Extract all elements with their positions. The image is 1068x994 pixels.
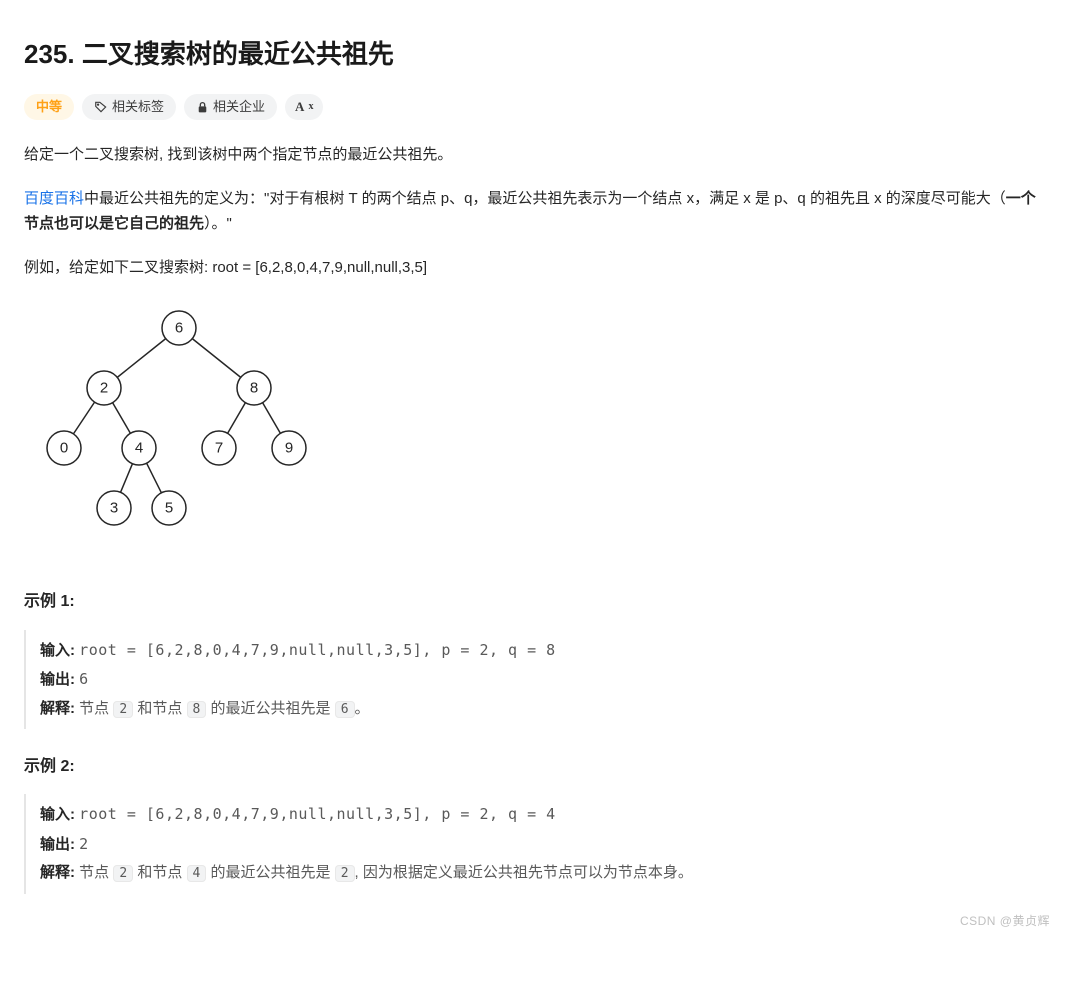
tag-icon [94,100,108,114]
lock-icon [196,101,209,114]
ex2-code-b: 4 [187,865,207,882]
svg-text:4: 4 [135,440,143,457]
tree-svg: 6 2 8 0 4 7 9 3 5 [24,298,324,538]
description-3: 例如，给定如下二叉搜索树: root = [6,2,8,0,4,7,9,null… [24,255,1044,281]
example2-block: 输入: root = [6,2,8,0,4,7,9,null,null,3,5]… [24,794,1044,894]
ex1-explain-line: 解释: 节点 2 和节点 8 的最近公共祖先是 6。 [40,695,1044,724]
ex1-input-value: root = [6,2,8,0,4,7,9,null,null,3,5], p … [79,641,556,659]
ex2-explain-label: 解释: [40,864,79,881]
def-pre: 中最近公共祖先的定义为："对于有根树 T 的两个结点 p、q，最近公共祖先表示为… [84,190,1006,207]
ex2-output-label: 输出: [40,836,79,853]
example2-title: 示例 2: [24,753,1044,780]
ex1-explain-post1: 的最近公共祖先是 [206,700,334,717]
ex1-output-label: 输出: [40,671,79,688]
svg-text:7: 7 [215,440,223,457]
companies-label: 相关企业 [213,98,265,116]
ex1-explain-mid: 和节点 [133,700,186,717]
tags-label: 相关标签 [112,98,164,116]
ex2-explain-pre: 节点 [79,864,113,881]
ex1-output-line: 输出: 6 [40,665,1044,695]
ex1-input-line: 输入: root = [6,2,8,0,4,7,9,null,null,3,5]… [40,636,1044,666]
ex2-explain-mid: 和节点 [133,864,186,881]
ex1-code-c: 6 [335,701,355,718]
ax-chip[interactable]: Ax [285,94,323,120]
tags-chip[interactable]: 相关标签 [82,94,176,120]
companies-chip[interactable]: 相关企业 [184,94,277,120]
ex2-explain-tail: , 因为根据定义最近公共祖先节点可以为节点本身。 [355,864,693,881]
difficulty-chip[interactable]: 中等 [24,94,74,120]
description-2: 百度百科中最近公共祖先的定义为："对于有根树 T 的两个结点 p、q，最近公共祖… [24,186,1044,237]
description-1: 给定一个二叉搜索树, 找到该树中两个指定节点的最近公共祖先。 [24,142,1044,168]
baike-link[interactable]: 百度百科 [24,190,84,207]
ax-label: A [295,98,304,116]
def-post: ）。" [204,215,232,232]
ex1-output-value: 6 [79,670,89,688]
svg-text:3: 3 [110,500,118,517]
ex1-code-b: 8 [187,701,207,718]
svg-text:9: 9 [285,440,293,457]
ex1-code-a: 2 [113,701,133,718]
ex2-explain-line: 解释: 节点 2 和节点 4 的最近公共祖先是 2, 因为根据定义最近公共祖先节… [40,859,1044,888]
svg-text:5: 5 [165,500,173,517]
example1-block: 输入: root = [6,2,8,0,4,7,9,null,null,3,5]… [24,630,1044,730]
ex1-explain-tail: 。 [355,700,370,717]
ex2-code-a: 2 [113,865,133,882]
ex2-input-label: 输入: [40,806,79,823]
ex2-input-value: root = [6,2,8,0,4,7,9,null,null,3,5], p … [79,805,556,823]
svg-text:0: 0 [60,440,68,457]
ex2-output-line: 输出: 2 [40,830,1044,860]
example1-title: 示例 1: [24,588,1044,615]
ax-sub: x [308,100,313,114]
chip-row: 中等 相关标签 相关企业 Ax [24,94,1044,120]
svg-text:2: 2 [100,380,108,397]
ex2-output-value: 2 [79,835,89,853]
ex1-explain-label: 解释: [40,700,79,717]
svg-text:6: 6 [175,320,183,337]
ex1-input-label: 输入: [40,642,79,659]
ex2-input-line: 输入: root = [6,2,8,0,4,7,9,null,null,3,5]… [40,800,1044,830]
ex1-explain-pre: 节点 [79,700,113,717]
tree-diagram: 6 2 8 0 4 7 9 3 5 [24,298,1044,538]
svg-text:8: 8 [250,380,258,397]
page-title: 235. 二叉搜索树的最近公共祖先 [24,32,1044,76]
ex2-code-c: 2 [335,865,355,882]
ex2-explain-post1: 的最近公共祖先是 [206,864,334,881]
watermark: CSDN @黄贞辉 [960,911,1050,931]
